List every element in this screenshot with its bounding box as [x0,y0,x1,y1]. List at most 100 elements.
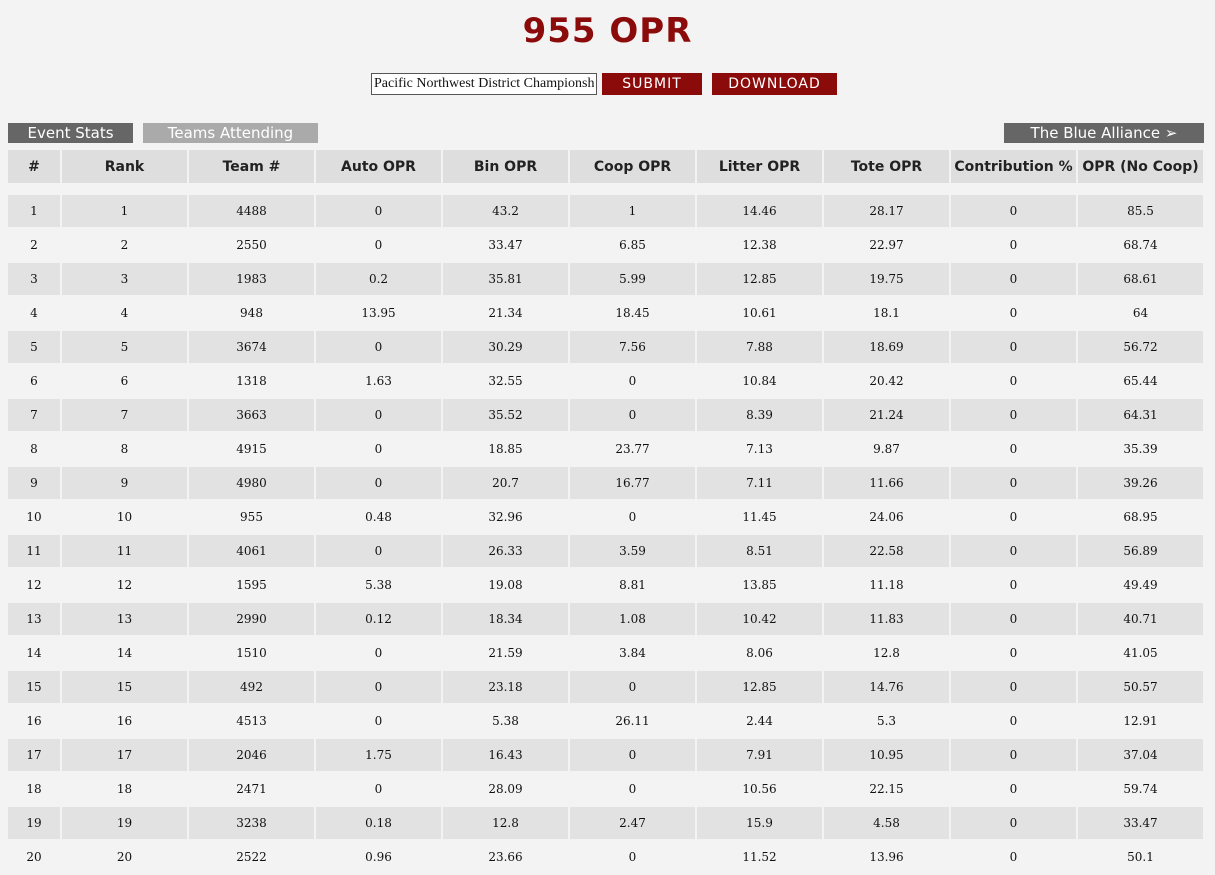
table-header-col-contribution[interactable]: Contribution % [951,150,1076,183]
table-header-col-litter-opr[interactable]: Litter OPR [697,150,822,183]
table-cell-col-team: 3663 [189,399,314,431]
table-cell-col-opr-no-coop: 64 [1132,306,1149,320]
table-cell-col-number: 18 [26,782,42,796]
table-cell-col-rank: 10 [116,510,133,524]
table-cell-col-litter-opr: 11.45 [742,510,777,524]
table-cell-col-tote-opr: 11.18 [869,578,904,592]
table-cell-col-tote-opr: 22.97 [869,238,904,252]
table-cell-col-litter-opr: 7.13 [746,442,773,456]
table-cell-col-contribution: 0 [1009,442,1018,456]
table-cell-col-bin-opr: 5.38 [492,714,519,728]
table-cell-col-contribution: 0 [1009,782,1018,796]
submit-button[interactable]: SUBMIT [602,73,702,95]
blue-alliance-link[interactable]: The Blue Alliance ➢ [1004,123,1204,143]
table-cell-col-contribution: 0 [1009,850,1018,864]
table-cell-col-team: 1983 [189,263,314,295]
table-cell-col-number: 17 [8,739,60,771]
table-cell-col-rank: 19 [62,807,187,839]
table-cell-col-coop-opr: 0 [570,671,695,703]
table-cell-col-number: 4 [30,306,38,320]
table-cell-col-litter-opr: 12.85 [697,263,822,295]
table-cell-col-coop-opr: 6.85 [619,238,646,252]
table-cell-col-bin-opr: 12.8 [443,807,568,839]
table-cell-col-rank: 11 [62,535,187,567]
table-cell-col-litter-opr: 7.11 [697,467,822,499]
table-cell-col-number: 16 [26,714,42,728]
table-row: 15 15 492 0 23.18 0 12.85 14.76 0 50.57 [8,671,1203,703]
table-cell-col-team: 4915 [236,442,267,456]
table-cell-col-opr-no-coop: 49.49 [1123,578,1158,592]
table-cell-col-litter-opr: 12.38 [742,238,777,252]
table-cell-col-tote-opr: 5.3 [876,714,897,728]
table-header-col-auto-opr[interactable]: Auto OPR [316,150,441,183]
tab-teams-attending[interactable]: Teams Attending [143,123,318,143]
table-header-col-rank[interactable]: Rank [62,150,187,183]
table-cell-col-rank: 13 [62,603,187,635]
table-cell-col-contribution: 0 [951,807,1076,839]
table-cell-col-bin-opr: 20.7 [443,467,568,499]
table-cell-col-number: 2 [30,238,38,252]
table-cell-col-coop-opr: 3.84 [619,646,646,660]
table-header-col-team[interactable]: Team # [189,150,314,183]
table-row: 8 8 4915 0 18.85 23.77 7.13 9.87 0 35.39 [8,433,1203,465]
table-cell-col-auto-opr: 0.96 [365,850,392,864]
table-cell-col-tote-opr: 14.76 [824,671,949,703]
table-cell-col-coop-opr: 0 [628,510,637,524]
table-cell-col-number: 10 [26,510,42,524]
table-cell-col-number: 5 [8,331,60,363]
download-button[interactable]: DOWNLOAD [712,73,837,95]
table-cell-col-number: 7 [8,399,60,431]
table-row: 20 20 2522 0.96 23.66 0 11.52 13.96 0 50.1 [8,841,1203,873]
table-cell-col-bin-opr: 26.33 [443,535,568,567]
table-cell-col-litter-opr: 11.52 [742,850,777,864]
table-cell-col-auto-opr: 0 [374,782,383,796]
table-cell-col-team: 2990 [189,603,314,635]
table-cell-col-contribution: 0 [1009,510,1018,524]
table-header-col-bin-opr[interactable]: Bin OPR [443,150,568,183]
table-cell-col-team: 3674 [189,331,314,363]
table-cell-col-auto-opr: 0 [316,467,441,499]
table-row: 16 16 4513 0 5.38 26.11 2.44 5.3 0 12.91 [8,705,1203,737]
table-cell-col-tote-opr: 13.96 [869,850,904,864]
table-header-row: # Rank Team # Auto OPR Bin OPR Coop OPR Litter… [8,150,1203,183]
table-cell-col-bin-opr: 21.59 [488,646,523,660]
event-name-input[interactable] [371,73,597,95]
table-cell-col-contribution: 0 [951,535,1076,567]
table-cell-col-tote-opr: 11.66 [824,467,949,499]
table-header-col-number[interactable]: # [8,150,60,183]
table-cell-col-auto-opr: 0 [374,714,383,728]
table-row: 6 6 1318 1.63 32.55 0 10.84 20.42 0 65.44 [8,365,1203,397]
table-cell-col-bin-opr: 21.34 [488,306,523,320]
table-cell-col-tote-opr: 10.95 [824,739,949,771]
table-cell-col-rank: 5 [62,331,187,363]
table-cell-col-tote-opr: 21.24 [824,399,949,431]
table-cell-col-team: 2046 [189,739,314,771]
table-row: 4 4 948 13.95 21.34 18.45 10.61 18.1 0 64 [8,297,1203,329]
table-cell-col-tote-opr: 11.83 [824,603,949,635]
table-row: 5 5 3674 0 30.29 7.56 7.88 18.69 0 56.72 [8,331,1203,363]
table-row: 14 14 1510 0 21.59 3.84 8.06 12.8 0 41.05 [8,637,1203,669]
table-header-col-coop-opr[interactable]: Coop OPR [570,150,695,183]
table-cell-col-coop-opr: 1.08 [570,603,695,635]
table-row: 19 19 3238 0.18 12.8 2.47 15.9 4.58 0 33.47 [8,807,1203,839]
table-cell-col-auto-opr: 0 [316,399,441,431]
table-cell-col-coop-opr: 5.99 [570,263,695,295]
table-row: 11 11 4061 0 26.33 3.59 8.51 22.58 0 56.89 [8,535,1203,567]
table-cell-col-auto-opr: 0.48 [365,510,392,524]
table-header-col-tote-opr[interactable]: Tote OPR [824,150,949,183]
table-row: 12 12 1595 5.38 19.08 8.81 13.85 11.18 0 49.49 [8,569,1203,601]
table-header-col-opr-no-coop[interactable]: OPR (No Coop) [1078,150,1203,183]
table-cell-col-coop-opr: 26.11 [615,714,650,728]
table-cell-col-coop-opr: 0 [628,374,637,388]
table-cell-col-rank: 4 [120,306,129,320]
tab-event-stats[interactable]: Event Stats [8,123,133,143]
table-cell-col-rank: 9 [62,467,187,499]
table-cell-col-litter-opr: 2.44 [746,714,773,728]
table-cell-col-litter-opr: 15.9 [697,807,822,839]
table-cell-col-opr-no-coop: 85.5 [1078,195,1203,227]
table-cell-col-team: 4061 [189,535,314,567]
table-cell-col-contribution: 0 [951,467,1076,499]
table-cell-col-tote-opr: 22.58 [824,535,949,567]
table-cell-col-auto-opr: 0 [316,195,441,227]
table-cell-col-rank: 6 [120,374,129,388]
